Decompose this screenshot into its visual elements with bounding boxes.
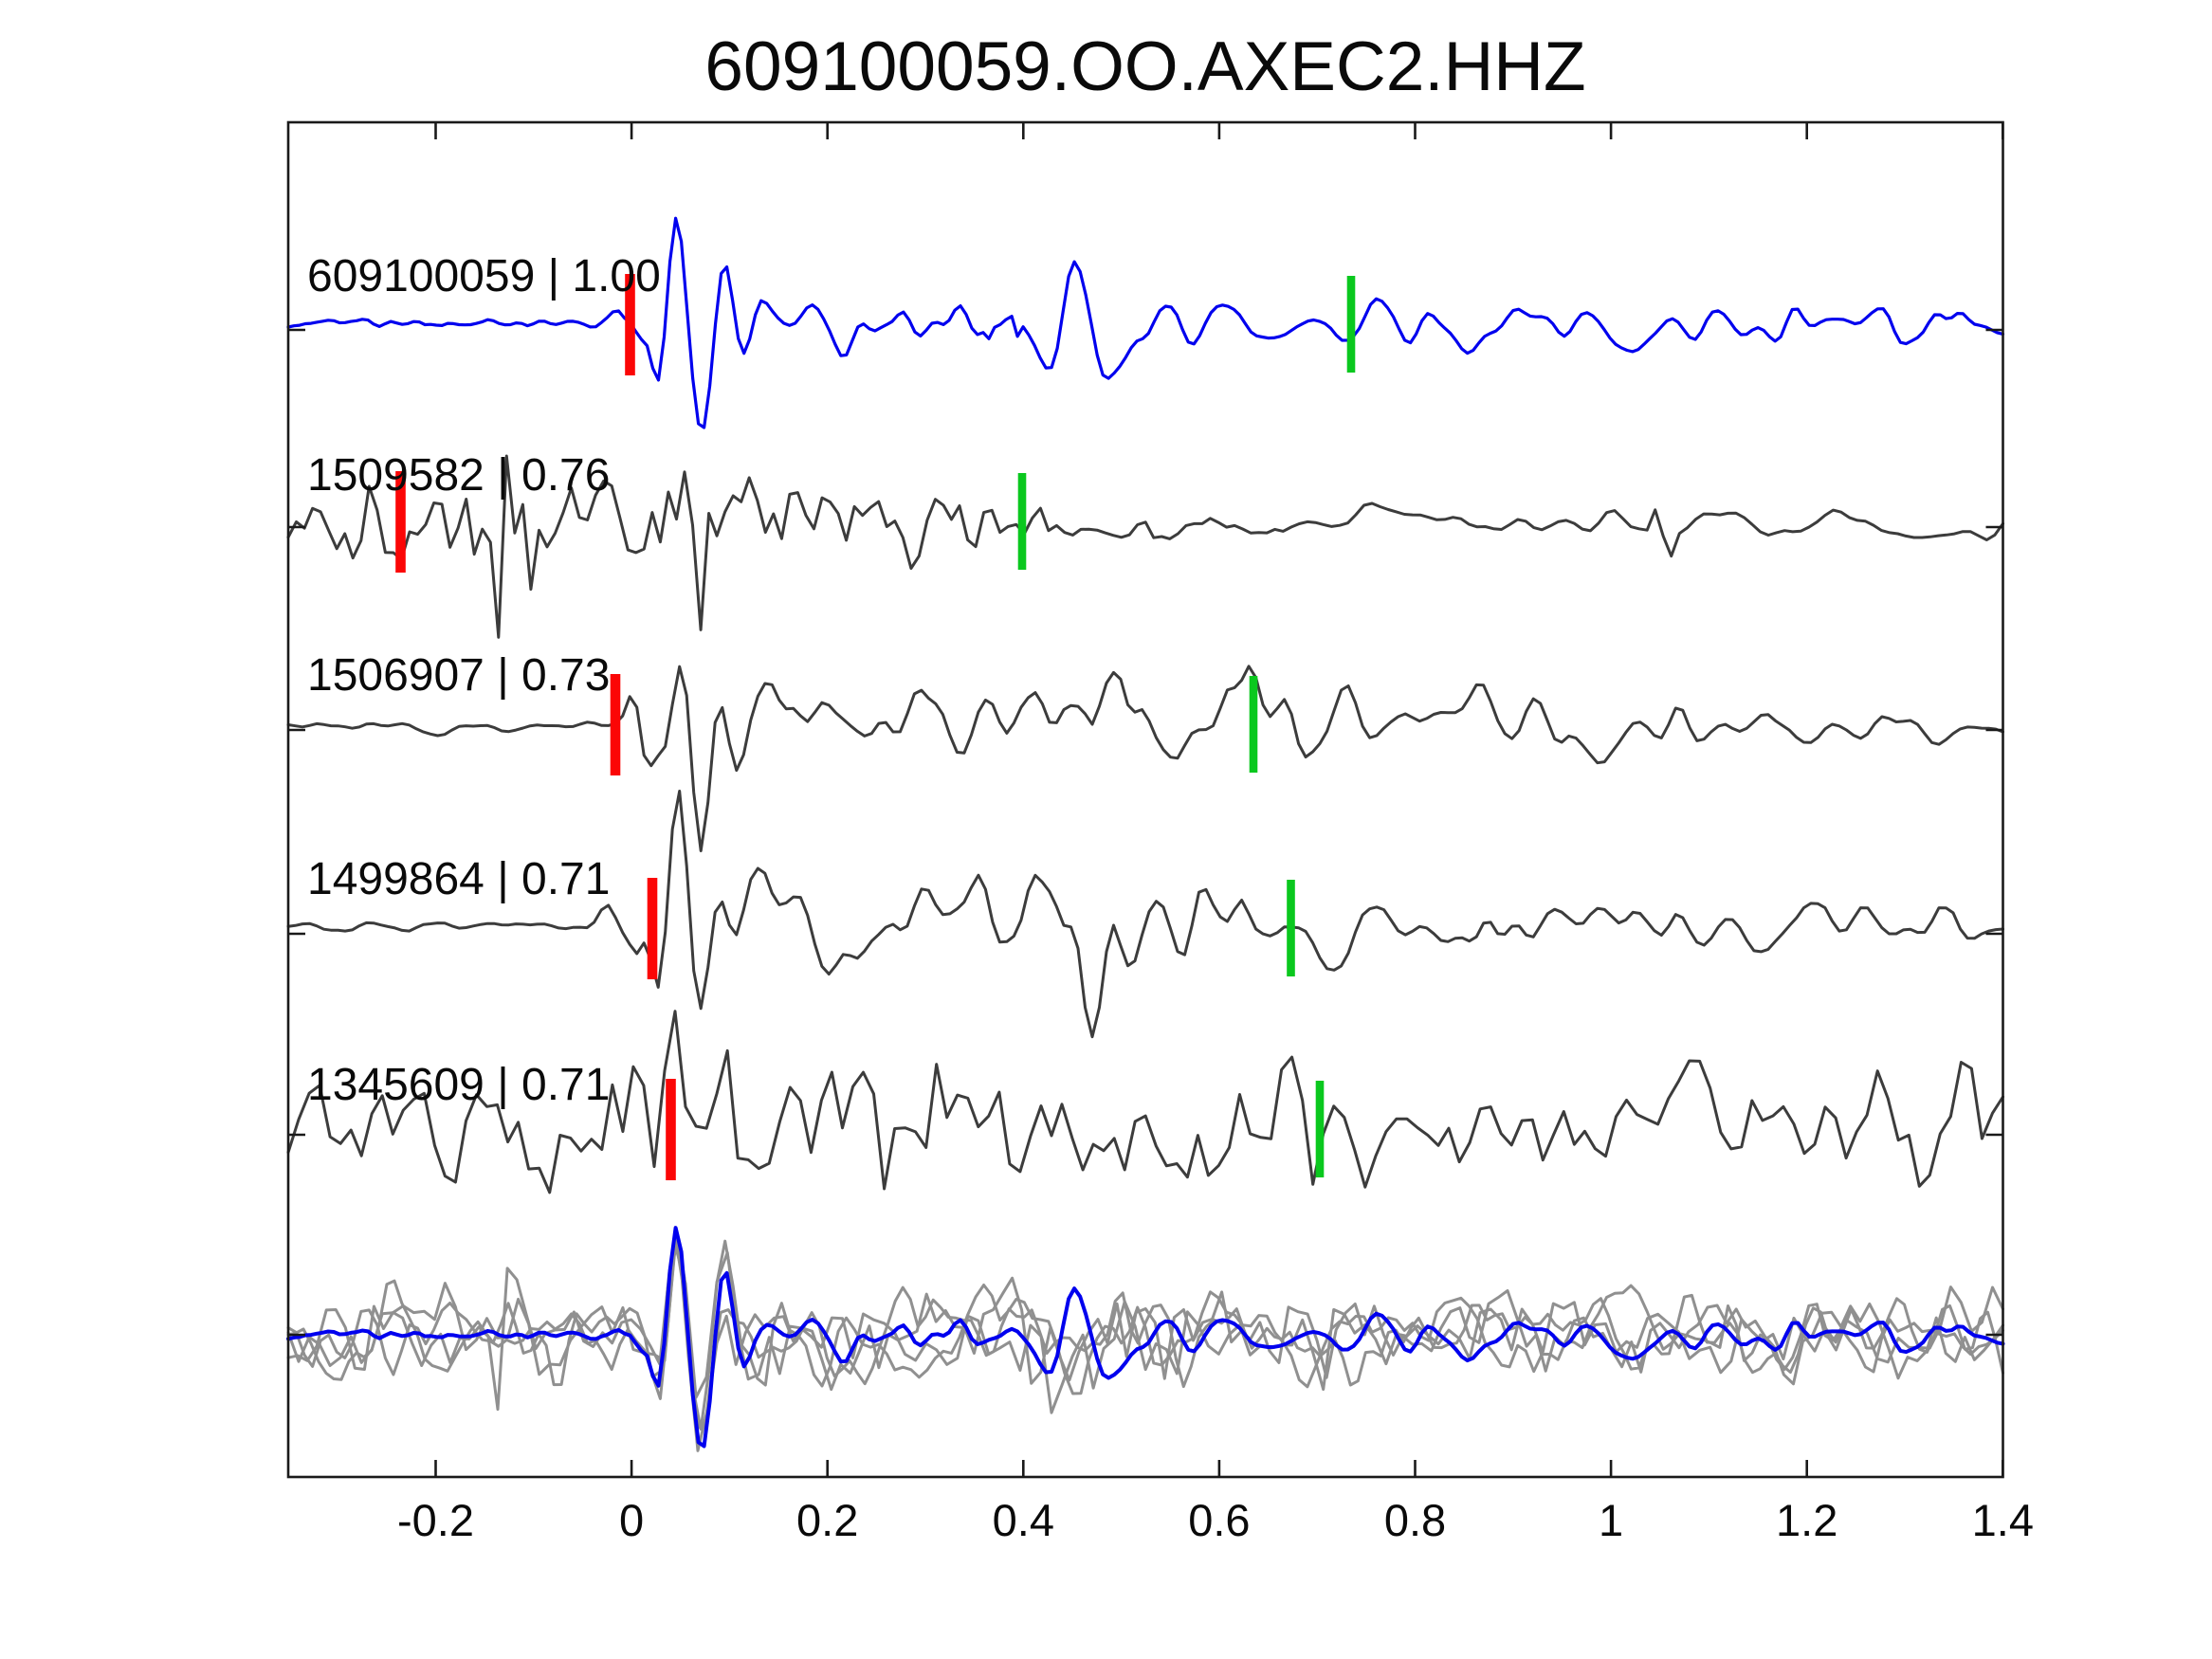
svg-text:1506907 | 0.73: 1506907 | 0.73 [307, 650, 610, 701]
svg-text:1: 1 [1599, 1495, 1623, 1545]
svg-text:1345609 | 0.71: 1345609 | 0.71 [307, 1060, 610, 1110]
svg-text:0: 0 [619, 1495, 644, 1545]
svg-text:1509582 | 0.76: 1509582 | 0.76 [307, 450, 610, 501]
svg-text:609100059 | 1.00: 609100059 | 1.00 [307, 251, 661, 301]
svg-text:0.4: 0.4 [993, 1495, 1054, 1545]
svg-text:-0.2: -0.2 [397, 1495, 474, 1545]
svg-text:1.4: 1.4 [1972, 1495, 2034, 1545]
svg-text:1.2: 1.2 [1776, 1495, 1837, 1545]
svg-text:609100059.OO.AXEC2.HHZ: 609100059.OO.AXEC2.HHZ [704, 28, 1585, 105]
svg-text:0.6: 0.6 [1188, 1495, 1250, 1545]
svg-text:0.2: 0.2 [796, 1495, 858, 1545]
svg-text:1499864 | 0.71: 1499864 | 0.71 [307, 854, 610, 904]
svg-text:0.8: 0.8 [1384, 1495, 1446, 1545]
